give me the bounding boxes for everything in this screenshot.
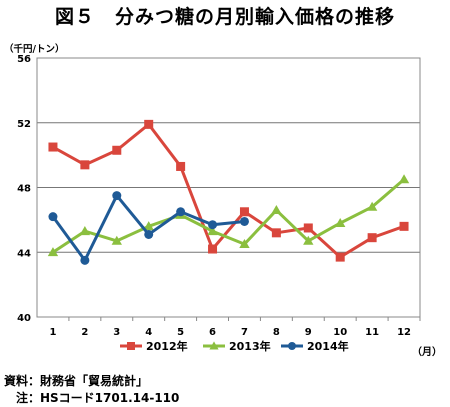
data-point-1-7 — [239, 238, 250, 249]
grid-layer — [37, 122, 420, 253]
x-tick-label-10: 10 — [333, 327, 347, 338]
data-point-0-3 — [112, 145, 122, 155]
data-point-0-5 — [176, 161, 186, 171]
data-point-1-8 — [271, 204, 282, 215]
legend-marker-0 — [127, 342, 135, 350]
data-point-2-4 — [144, 229, 154, 239]
source-note: 資料：財務省「貿易統計」 — [4, 374, 149, 388]
data-point-0-6 — [208, 244, 218, 254]
data-point-2-6 — [208, 220, 218, 230]
data-point-1-1 — [47, 247, 59, 257]
legend: 2012年 2013年 2014年 — [120, 339, 349, 353]
x-tick-label-8: 8 — [273, 327, 280, 338]
data-point-0-9 — [303, 223, 313, 233]
x-tick-label-11: 11 — [365, 327, 379, 338]
data-point-0-2 — [80, 160, 90, 170]
data-point-1-3 — [111, 235, 122, 245]
y-axis-unit-label: （千円/トン） — [4, 44, 65, 55]
x-tick-label-9: 9 — [305, 327, 312, 338]
data-point-0-8 — [271, 228, 281, 238]
legend-marker-1 — [209, 341, 219, 350]
data-point-1-9 — [303, 235, 314, 245]
data-point-0-1 — [48, 142, 58, 152]
footnotes: 資料：財務省「貿易統計」 注：HSコード1701.14-110 — [4, 373, 179, 407]
y-tick-label-52: 52 — [17, 119, 31, 130]
data-point-1-4 — [143, 221, 154, 231]
legend-label-1: 2013年 — [229, 339, 271, 353]
legend-label-0: 2012年 — [146, 339, 188, 353]
data-point-2-2 — [80, 255, 90, 265]
data-point-1-2 — [79, 226, 91, 236]
y-tick-label-56: 56 — [17, 54, 31, 65]
data-point-1-10 — [335, 217, 346, 227]
x-tick-label-1: 1 — [49, 327, 56, 338]
x-tick-label-7: 7 — [241, 327, 248, 338]
data-point-2-1 — [48, 212, 58, 222]
chart-title: 図５ 分みつ糖の月別輸入価格の推移 — [54, 6, 395, 28]
x-tick-label-12: 12 — [397, 327, 411, 338]
x-axis-label: （月） — [412, 345, 442, 358]
x-tick-label-3: 3 — [113, 327, 120, 338]
data-point-1-6 — [207, 226, 218, 236]
x-tick-label-6: 6 — [209, 327, 216, 338]
data-point-1-12 — [398, 174, 410, 184]
data-point-0-4 — [144, 119, 154, 129]
y-tick-label-48: 48 — [17, 184, 31, 195]
data-point-0-10 — [335, 252, 345, 262]
legend-marker-2 — [288, 342, 296, 350]
data-point-0-11 — [367, 233, 377, 243]
legend-label-2: 2014年 — [307, 339, 349, 353]
hs-code-note: 注：HSコード1701.14-110 — [4, 391, 180, 405]
x-tick-label-4: 4 — [145, 327, 152, 338]
data-point-1-11 — [366, 201, 378, 211]
data-point-0-7 — [239, 207, 249, 217]
series-layer — [47, 119, 410, 265]
series-line-1 — [52, 178, 406, 254]
y-tick-label-44: 44 — [17, 248, 31, 259]
data-point-2-7 — [239, 216, 249, 226]
data-point-0-12 — [399, 221, 409, 231]
data-point-2-3 — [112, 191, 122, 201]
x-tick-label-2: 2 — [81, 327, 88, 338]
series-line-0 — [52, 122, 405, 259]
x-tick-label-5: 5 — [177, 327, 184, 338]
y-tick-label-40: 40 — [17, 313, 31, 324]
data-point-2-5 — [176, 207, 186, 217]
